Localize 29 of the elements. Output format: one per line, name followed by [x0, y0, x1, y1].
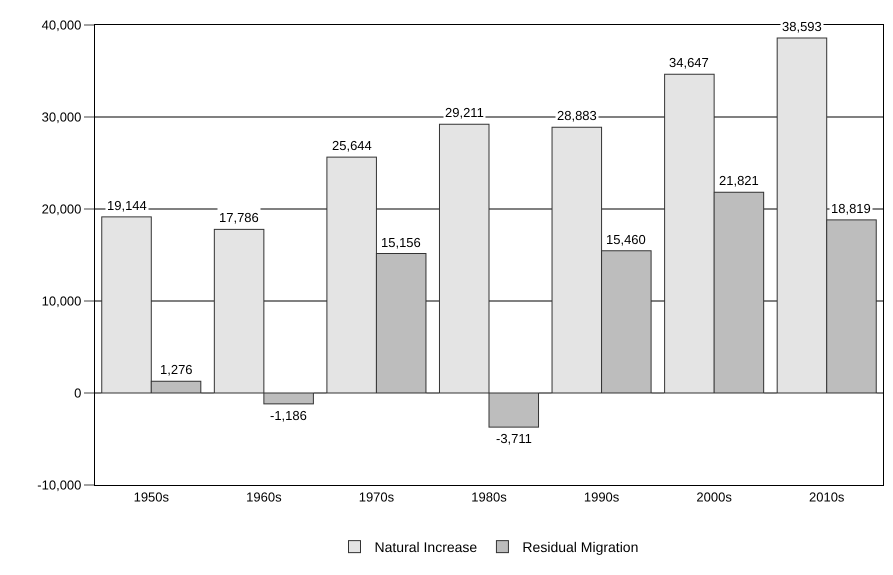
data-label: -1,186 [270, 408, 307, 423]
data-label: 19,144 [107, 198, 147, 213]
data-label: 29,211 [445, 105, 484, 120]
data-label: 15,460 [606, 232, 646, 247]
y-tick-label: 20,000 [42, 202, 82, 217]
x-tick-label: 2010s [809, 490, 845, 505]
x-tick-label: 1990s [584, 490, 620, 505]
data-label: 18,819 [831, 201, 871, 216]
y-tick-label: 30,000 [42, 110, 82, 125]
x-tick-label: 1950s [134, 490, 170, 505]
y-tick-label: 40,000 [42, 18, 82, 33]
data-label: 15,156 [381, 235, 421, 250]
data-label: 1,276 [160, 362, 193, 377]
x-tick-label: 1980s [471, 490, 508, 505]
y-tick-label: -10,000 [37, 478, 82, 493]
data-label: 28,883 [557, 108, 597, 123]
data-label: -3,711 [496, 431, 532, 446]
data-label: 25,644 [332, 138, 372, 153]
x-tick-label: 1970s [358, 490, 395, 505]
data-label: 38,593 [782, 19, 822, 34]
legend-label: Natural Increase [374, 539, 478, 556]
data-label: 17,786 [219, 210, 259, 225]
x-tick-label: 2000s [696, 490, 732, 505]
y-tick-label: 0 [74, 386, 82, 401]
legend-label: Residual Migration [522, 539, 638, 556]
data-label: 21,821 [719, 173, 759, 188]
x-tick-label: 1960s [246, 490, 282, 505]
data-label: 34,647 [669, 55, 709, 70]
y-tick-label: 10,000 [42, 294, 82, 309]
